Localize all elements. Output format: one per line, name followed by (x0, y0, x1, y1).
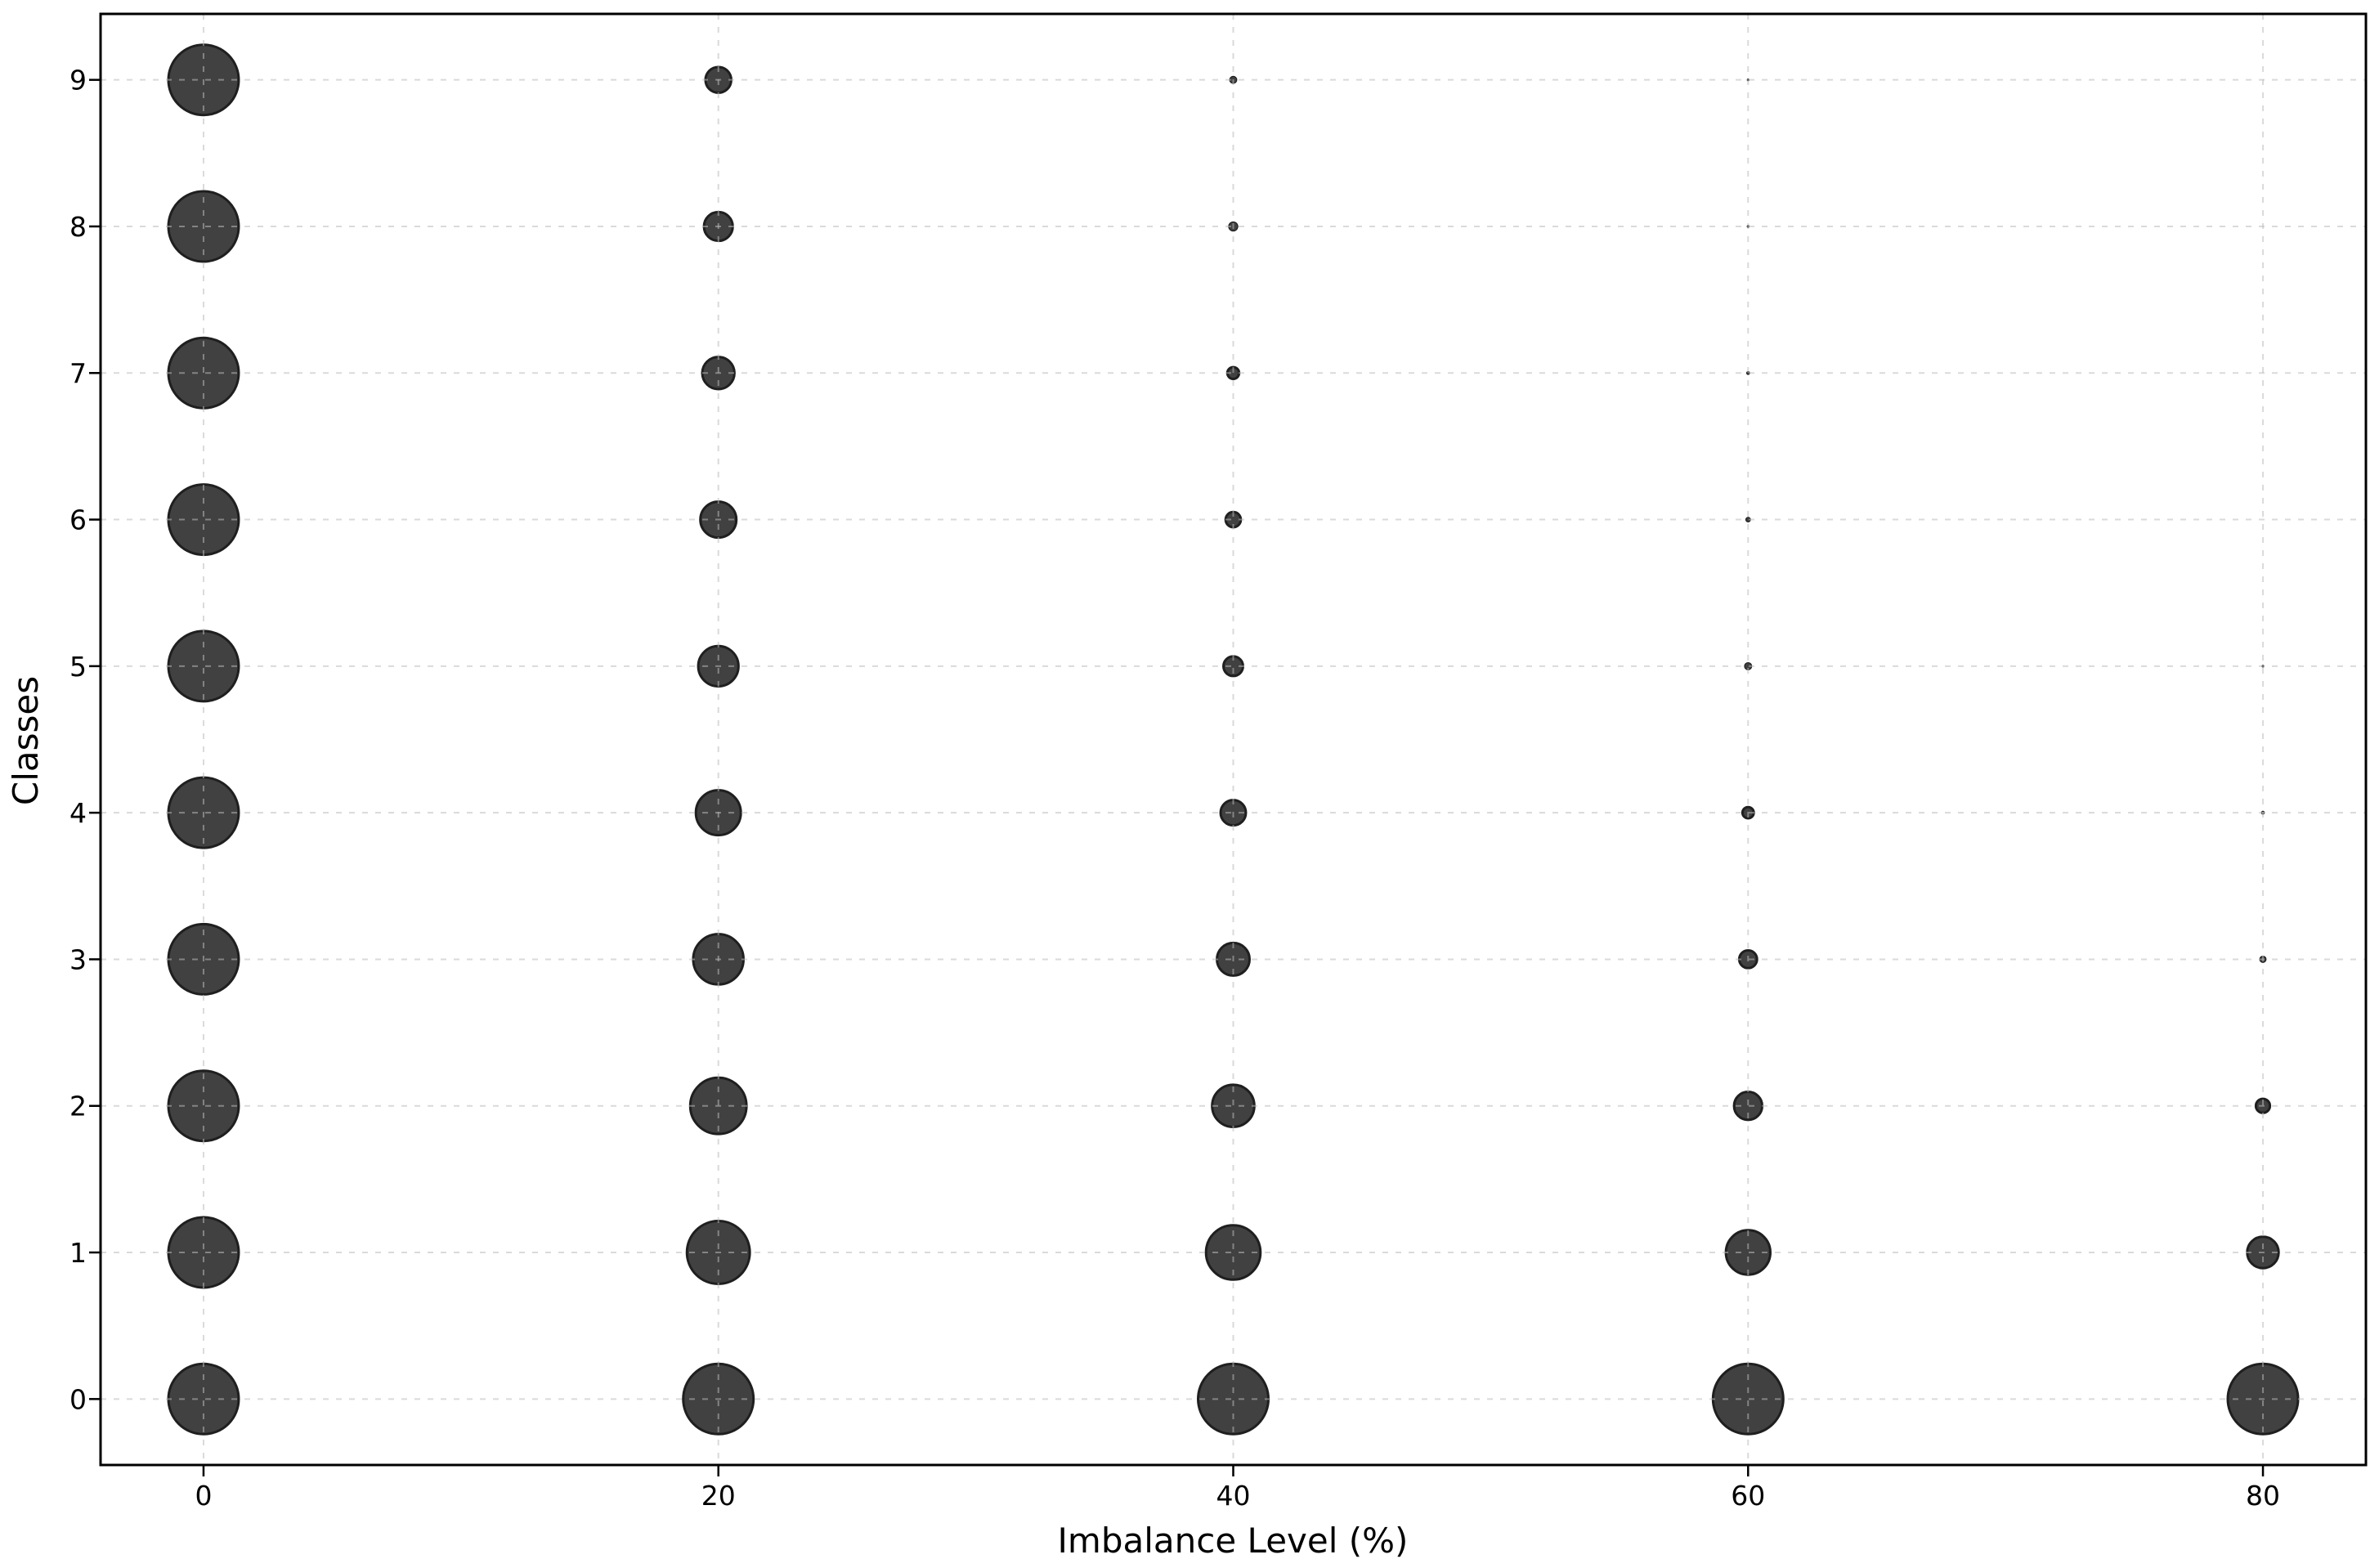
x-tick-label: 60 (1731, 1480, 1765, 1512)
x-tick-label: 40 (1216, 1480, 1251, 1512)
ticks-layer (89, 78, 2265, 1476)
y-tick-label: 4 (69, 797, 87, 829)
grid-layer (101, 14, 2366, 1465)
y-tick-label: 9 (69, 65, 87, 96)
x-tick-label: 20 (701, 1480, 736, 1512)
bubble (167, 629, 240, 703)
x-tick-label: 0 (195, 1480, 212, 1512)
tick-labels-layer: 0 20 40 60 80 0 1 2 3 4 5 6 7 8 9 (69, 65, 2280, 1512)
bubble (167, 483, 240, 557)
y-tick-label: 6 (69, 504, 87, 536)
y-tick-label: 3 (69, 943, 87, 975)
y-tick-label: 2 (69, 1091, 87, 1122)
y-tick-label: 1 (69, 1237, 87, 1269)
x-axis-label: Imbalance Level (%) (1058, 1521, 1409, 1561)
bubble (167, 1216, 240, 1289)
bubble (1204, 1224, 1262, 1281)
y-axis-label: Classes (6, 676, 46, 805)
x-tick-label: 80 (2246, 1480, 2280, 1512)
y-tick-label: 0 (69, 1383, 87, 1415)
y-tick-label: 7 (69, 357, 87, 389)
y-tick-label: 5 (69, 651, 87, 683)
y-tick-label: 8 (69, 211, 87, 243)
